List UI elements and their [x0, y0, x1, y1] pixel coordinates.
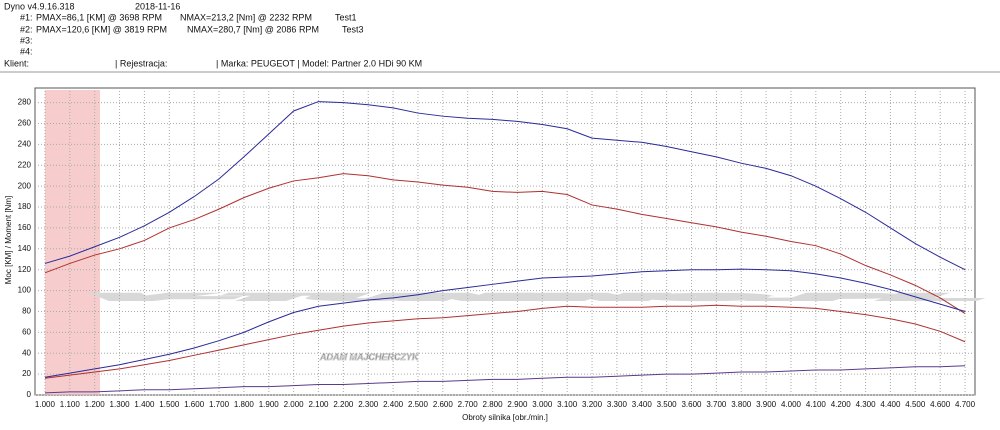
x-tick-label: 1.800: [234, 400, 255, 409]
y-axis-label: Moc [KM] / Moment [Nm]: [4, 196, 13, 284]
registration: | Rejestracja:: [115, 58, 167, 68]
run-nmax: NMAX=280,7 [Nm] @ 2086 RPM: [187, 24, 319, 34]
client: Klient:: [4, 58, 29, 68]
x-tick-label: 4.200: [831, 400, 852, 409]
x-tick-label: 3.100: [557, 400, 578, 409]
run-id: #1:: [20, 12, 33, 22]
x-tick-label: 2.300: [358, 400, 379, 409]
y-tick-label: 40: [22, 348, 31, 357]
x-tick-label: 2.100: [308, 400, 329, 409]
x-tick-label: 1.600: [184, 400, 205, 409]
series-line: [44, 365, 966, 394]
x-tick-label: 2.900: [507, 400, 528, 409]
y-tick-label: 160: [18, 223, 32, 232]
x-tick-label: 1.100: [60, 400, 81, 409]
x-tick-label: 1.300: [110, 400, 131, 409]
y-tick-label: 140: [18, 244, 32, 253]
y-tick-label: 240: [18, 139, 32, 148]
series-line: [44, 173, 966, 314]
x-tick-label: 2.800: [483, 400, 504, 409]
run-id: #4:: [20, 46, 33, 56]
y-tick-label: 200: [18, 181, 32, 190]
x-tick-label: 2.600: [433, 400, 454, 409]
x-tick-label: 1.000: [35, 400, 56, 409]
x-tick-label: 1.900: [259, 400, 280, 409]
run-pmax: PMAX=120,6 [KM] @ 3819 RPM: [36, 24, 167, 34]
software: Dyno v4.9.16.318: [4, 1, 75, 11]
series-line: [44, 101, 966, 271]
x-tick-label: 3.800: [731, 400, 752, 409]
x-tick-label: 3.400: [632, 400, 653, 409]
x-tick-label: 3.200: [582, 400, 603, 409]
x-tick-label: 4.700: [955, 400, 976, 409]
y-tick-label: 120: [18, 265, 32, 274]
y-tick-label: 220: [18, 160, 32, 169]
x-tick-label: 3.500: [657, 400, 678, 409]
x-tick-label: 3.600: [681, 400, 702, 409]
x-tick-label: 3.300: [607, 400, 628, 409]
y-tick-label: 100: [18, 286, 32, 295]
x-tick-label: 4.100: [806, 400, 827, 409]
y-tick-label: 20: [22, 369, 31, 378]
x-tick-label: 2.500: [408, 400, 429, 409]
x-tick-label: 2.200: [333, 400, 354, 409]
plot-area: [34, 87, 976, 396]
x-tick-label: 1.400: [134, 400, 155, 409]
y-tick-label: 280: [18, 98, 32, 107]
run-id: #2:: [20, 24, 33, 34]
series-line: [44, 304, 966, 379]
x-tick-label: 3.900: [756, 400, 777, 409]
watermark-shape: [45, 90, 100, 395]
x-tick-label: 4.500: [905, 400, 926, 409]
y-tick-label: 260: [18, 119, 32, 128]
watermark-title: V-TUNING.PL: [95, 292, 975, 302]
x-tick-label: 4.600: [930, 400, 951, 409]
run-name: Test1: [335, 12, 357, 22]
x-tick-label: 3.700: [706, 400, 727, 409]
y-tick-label: 80: [22, 307, 31, 316]
x-tick-label: 4.000: [781, 400, 802, 409]
x-tick-label: 2.000: [284, 400, 305, 409]
run-name: Test3: [342, 24, 364, 34]
x-tick-label: 1.700: [209, 400, 230, 409]
run-pmax: PMAX=86,1 [KM] @ 3698 RPM: [36, 12, 162, 22]
y-tick-label: 0: [27, 390, 32, 399]
watermark-subtitle: ADAM MAJCHERCZYK: [319, 352, 420, 362]
x-tick-label: 4.400: [880, 400, 901, 409]
run-id: #3:: [20, 35, 33, 45]
x-tick-label: 1.200: [85, 400, 106, 409]
vehicle: | Marka: PEUGEOT | Model: Partner 2.0 HD…: [216, 58, 422, 68]
run-nmax: NMAX=213,2 [Nm] @ 2232 RPM: [180, 12, 312, 22]
x-tick-label: 2.700: [458, 400, 479, 409]
x-tick-label: 4.300: [856, 400, 877, 409]
x-tick-label: 3.000: [532, 400, 553, 409]
y-tick-label: 180: [18, 202, 32, 211]
x-axis-label: Obroty silnika [obr./min.]: [462, 413, 548, 422]
x-tick-label: 1.500: [159, 400, 180, 409]
x-tick-label: 2.400: [383, 400, 404, 409]
y-tick-label: 60: [22, 327, 31, 336]
date: 2018-11-16: [135, 1, 180, 11]
series-line: [44, 268, 966, 378]
